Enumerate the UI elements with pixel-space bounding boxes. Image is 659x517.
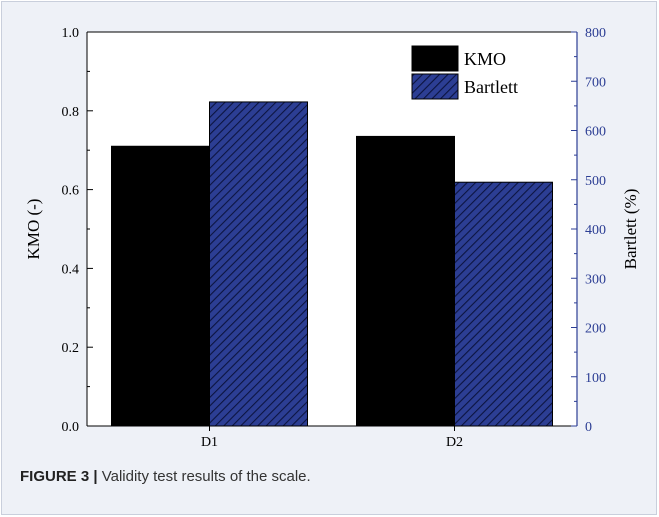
- caption-text: Validity test results of the scale.: [97, 468, 311, 485]
- left-tick-label: 0.0: [62, 420, 80, 435]
- right-tick-label: 800: [585, 26, 606, 41]
- figure-caption: FIGURE 3 | Validity test results of the …: [20, 468, 311, 485]
- left-axis-title: KMO (-): [24, 199, 43, 260]
- bar-kmo-d2: [356, 135, 455, 427]
- x-tick-label-d1: D1: [201, 435, 218, 450]
- right-tick-label: 0: [585, 420, 592, 435]
- legend-label-bartlett: Bartlett: [464, 77, 518, 97]
- bar-kmo-d1: [111, 145, 210, 427]
- left-tick-label: 1.0: [62, 26, 80, 41]
- legend-swatch-kmo: [411, 45, 459, 72]
- bars-group: [111, 101, 553, 427]
- bar-bartlett-d2: [454, 181, 553, 427]
- legend-label-kmo: KMO: [464, 49, 506, 69]
- left-tick-label: 0.8: [62, 105, 80, 120]
- right-tick-label: 700: [585, 75, 606, 90]
- bar-bartlett-d1: [209, 101, 308, 427]
- right-axis-title: Bartlett (%): [621, 189, 640, 270]
- right-tick-label: 100: [585, 371, 606, 386]
- axes-group: D1 D2 0.0 0.2 0.4 0.6 0.8 1.0 0 100 200 300 400 500 60…: [24, 26, 640, 450]
- right-tick-label: 600: [585, 125, 606, 140]
- right-tick-label: 500: [585, 174, 606, 189]
- right-tick-label: 300: [585, 272, 606, 287]
- left-tick-label: 0.2: [62, 341, 80, 356]
- right-tick-label: 200: [585, 322, 606, 337]
- left-tick-label: 0.4: [62, 262, 80, 277]
- bar-chart: D1 D2 0.0 0.2 0.4 0.6 0.8 1.0 0 100 200 300 400 500 60…: [24, 26, 640, 450]
- legend-swatch-bartlett: [411, 73, 459, 100]
- legend: KMO Bartlett: [411, 45, 518, 100]
- right-tick-label: 400: [585, 223, 606, 238]
- caption-label: FIGURE 3 |: [20, 468, 98, 485]
- left-tick-label: 0.6: [62, 184, 80, 199]
- x-tick-label-d2: D2: [446, 435, 463, 450]
